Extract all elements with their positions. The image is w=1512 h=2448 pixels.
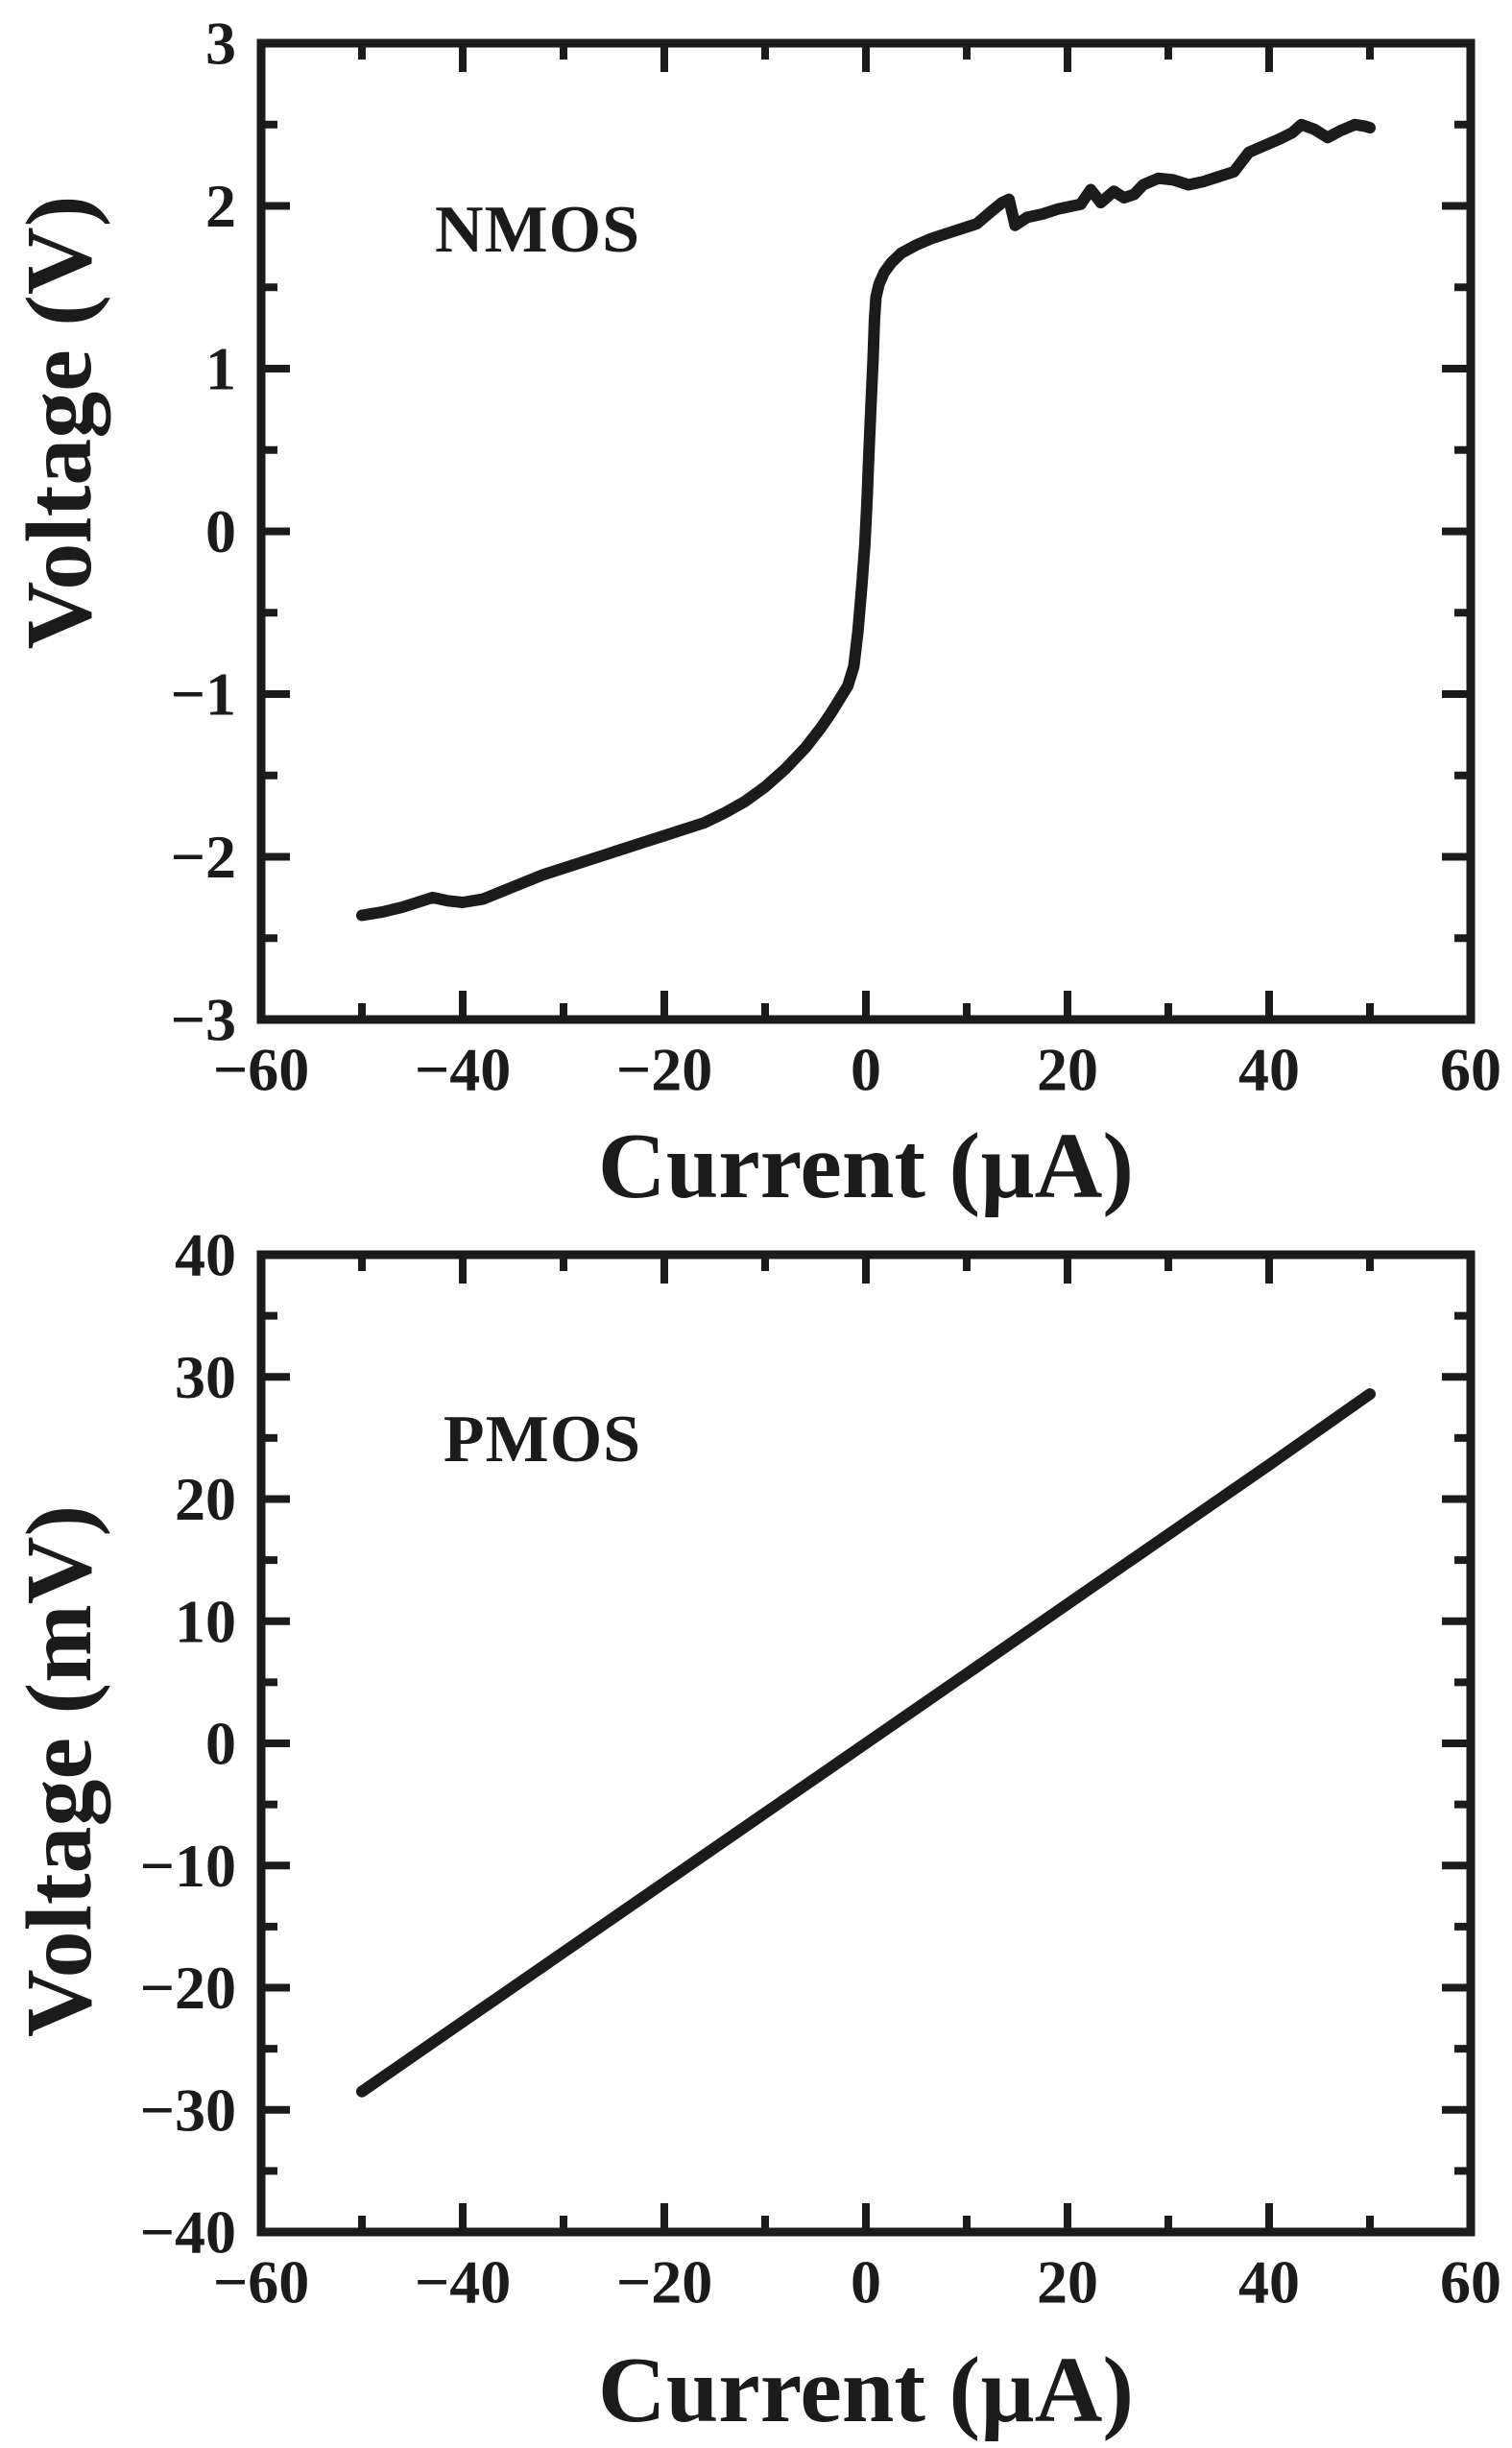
y-tick-label: 2 <box>205 172 236 240</box>
x-tick-label: −60 <box>213 2248 309 2316</box>
nmos-data-curve <box>356 118 1376 922</box>
x-tick-label: 40 <box>1238 1036 1300 1104</box>
y-tick-label: 0 <box>205 1710 236 1778</box>
y-tick-label: 20 <box>175 1465 236 1533</box>
plot-border <box>256 1250 1476 2237</box>
x-tick-label: −40 <box>415 2248 511 2316</box>
pmos-annotation-label: PMOS <box>443 1403 642 1476</box>
pmos-y-axis-title: Voltage (mV) <box>8 1504 111 2038</box>
x-tick-label: −40 <box>415 1036 511 1104</box>
y-tick-label: 0 <box>205 497 236 565</box>
x-tick-label: 20 <box>1037 2248 1098 2316</box>
x-tick-label: 60 <box>1440 1036 1501 1104</box>
nmos-annotation-label: NMOS <box>435 193 640 267</box>
y-tick-label: −30 <box>140 2076 236 2144</box>
plot-border <box>256 38 1476 1024</box>
nmos-y-axis-title: Voltage (V) <box>8 195 111 650</box>
x-tick-label: −60 <box>213 1036 309 1104</box>
y-tick-label: −10 <box>140 1832 236 1900</box>
nmos-chart-canvas: −60 −40 −20 0 20 40 60 −3 −2 −1 0 1 2 3 <box>171 10 1501 1104</box>
y-tick-label: −20 <box>140 1954 236 2022</box>
x-tick-label: 0 <box>851 1036 881 1104</box>
y-tick-label: −3 <box>171 986 236 1054</box>
nmos-x-axis-title: Current (µA) <box>597 1115 1135 1218</box>
x-tick-label: 60 <box>1440 2248 1501 2316</box>
y-tick-label: −1 <box>171 660 236 729</box>
x-tick-label: 20 <box>1037 1036 1098 1104</box>
pmos-data-curve <box>356 1388 1376 2098</box>
x-tick-label: −20 <box>616 1036 712 1104</box>
y-tick-label: −40 <box>140 2198 236 2267</box>
pmos-x-axis-title: Current (µA) <box>597 2339 1135 2442</box>
y-tick-label: 30 <box>175 1343 236 1411</box>
y-tick-label: 40 <box>175 1221 236 1289</box>
x-tick-label: 0 <box>851 2248 881 2316</box>
y-tick-label: −2 <box>171 823 236 891</box>
y-tick-label: 10 <box>175 1587 236 1655</box>
y-tick-label: 3 <box>205 10 236 78</box>
x-tick-label: 40 <box>1238 2248 1300 2316</box>
x-tick-label: −20 <box>616 2248 712 2316</box>
y-tick-label: 1 <box>205 335 236 403</box>
